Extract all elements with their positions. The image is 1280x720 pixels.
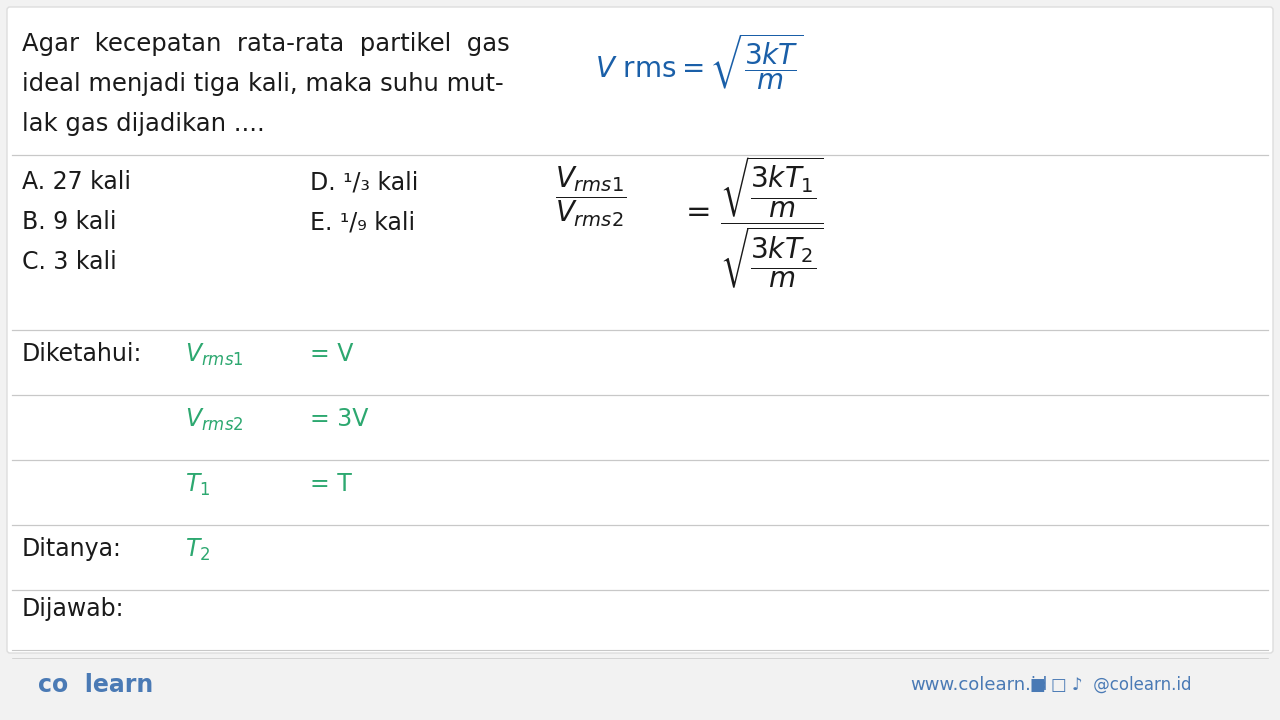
Text: C. 3 kali: C. 3 kali [22, 250, 116, 274]
Text: ■ □ ♪  @colearn.id: ■ □ ♪ @colearn.id [1030, 676, 1192, 694]
Text: = V: = V [310, 342, 353, 366]
Text: D. ¹/₃ kali: D. ¹/₃ kali [310, 170, 419, 194]
Text: Agar  kecepatan  rata-rata  partikel  gas: Agar kecepatan rata-rata partikel gas [22, 32, 509, 56]
Text: $V\ \mathrm{rms} = \sqrt{\dfrac{3kT}{m}}$: $V\ \mathrm{rms} = \sqrt{\dfrac{3kT}{m}}… [595, 32, 804, 92]
Text: ideal menjadi tiga kali, maka suhu mut-: ideal menjadi tiga kali, maka suhu mut- [22, 72, 503, 96]
Text: $\dfrac{\sqrt{\dfrac{3kT_1}{m}}}{\sqrt{\dfrac{3kT_2}{m}}}$: $\dfrac{\sqrt{\dfrac{3kT_1}{m}}}{\sqrt{\… [719, 155, 823, 290]
Text: Diketahui:: Diketahui: [22, 342, 142, 366]
FancyBboxPatch shape [6, 7, 1274, 653]
Text: A. 27 kali: A. 27 kali [22, 170, 131, 194]
Text: $V_{rms2}$: $V_{rms2}$ [186, 407, 243, 433]
Text: B. 9 kali: B. 9 kali [22, 210, 116, 234]
Text: Dijawab:: Dijawab: [22, 597, 124, 621]
Text: Ditanya:: Ditanya: [22, 537, 122, 561]
Text: co  learn: co learn [38, 673, 154, 697]
Text: www.colearn.id: www.colearn.id [910, 676, 1047, 694]
Text: lak gas dijadikan ....: lak gas dijadikan .... [22, 112, 265, 136]
Text: = 3V: = 3V [310, 407, 369, 431]
Text: $\dfrac{V_{rms1}}{V_{rms2}}$: $\dfrac{V_{rms1}}{V_{rms2}}$ [556, 165, 626, 229]
Text: $T_1$: $T_1$ [186, 472, 210, 498]
Text: $T_2$: $T_2$ [186, 537, 210, 563]
Text: $V_{rms1}$: $V_{rms1}$ [186, 342, 243, 368]
Text: E. ¹/₉ kali: E. ¹/₉ kali [310, 210, 415, 234]
Text: $=$: $=$ [680, 196, 710, 225]
Text: = T: = T [310, 472, 352, 496]
